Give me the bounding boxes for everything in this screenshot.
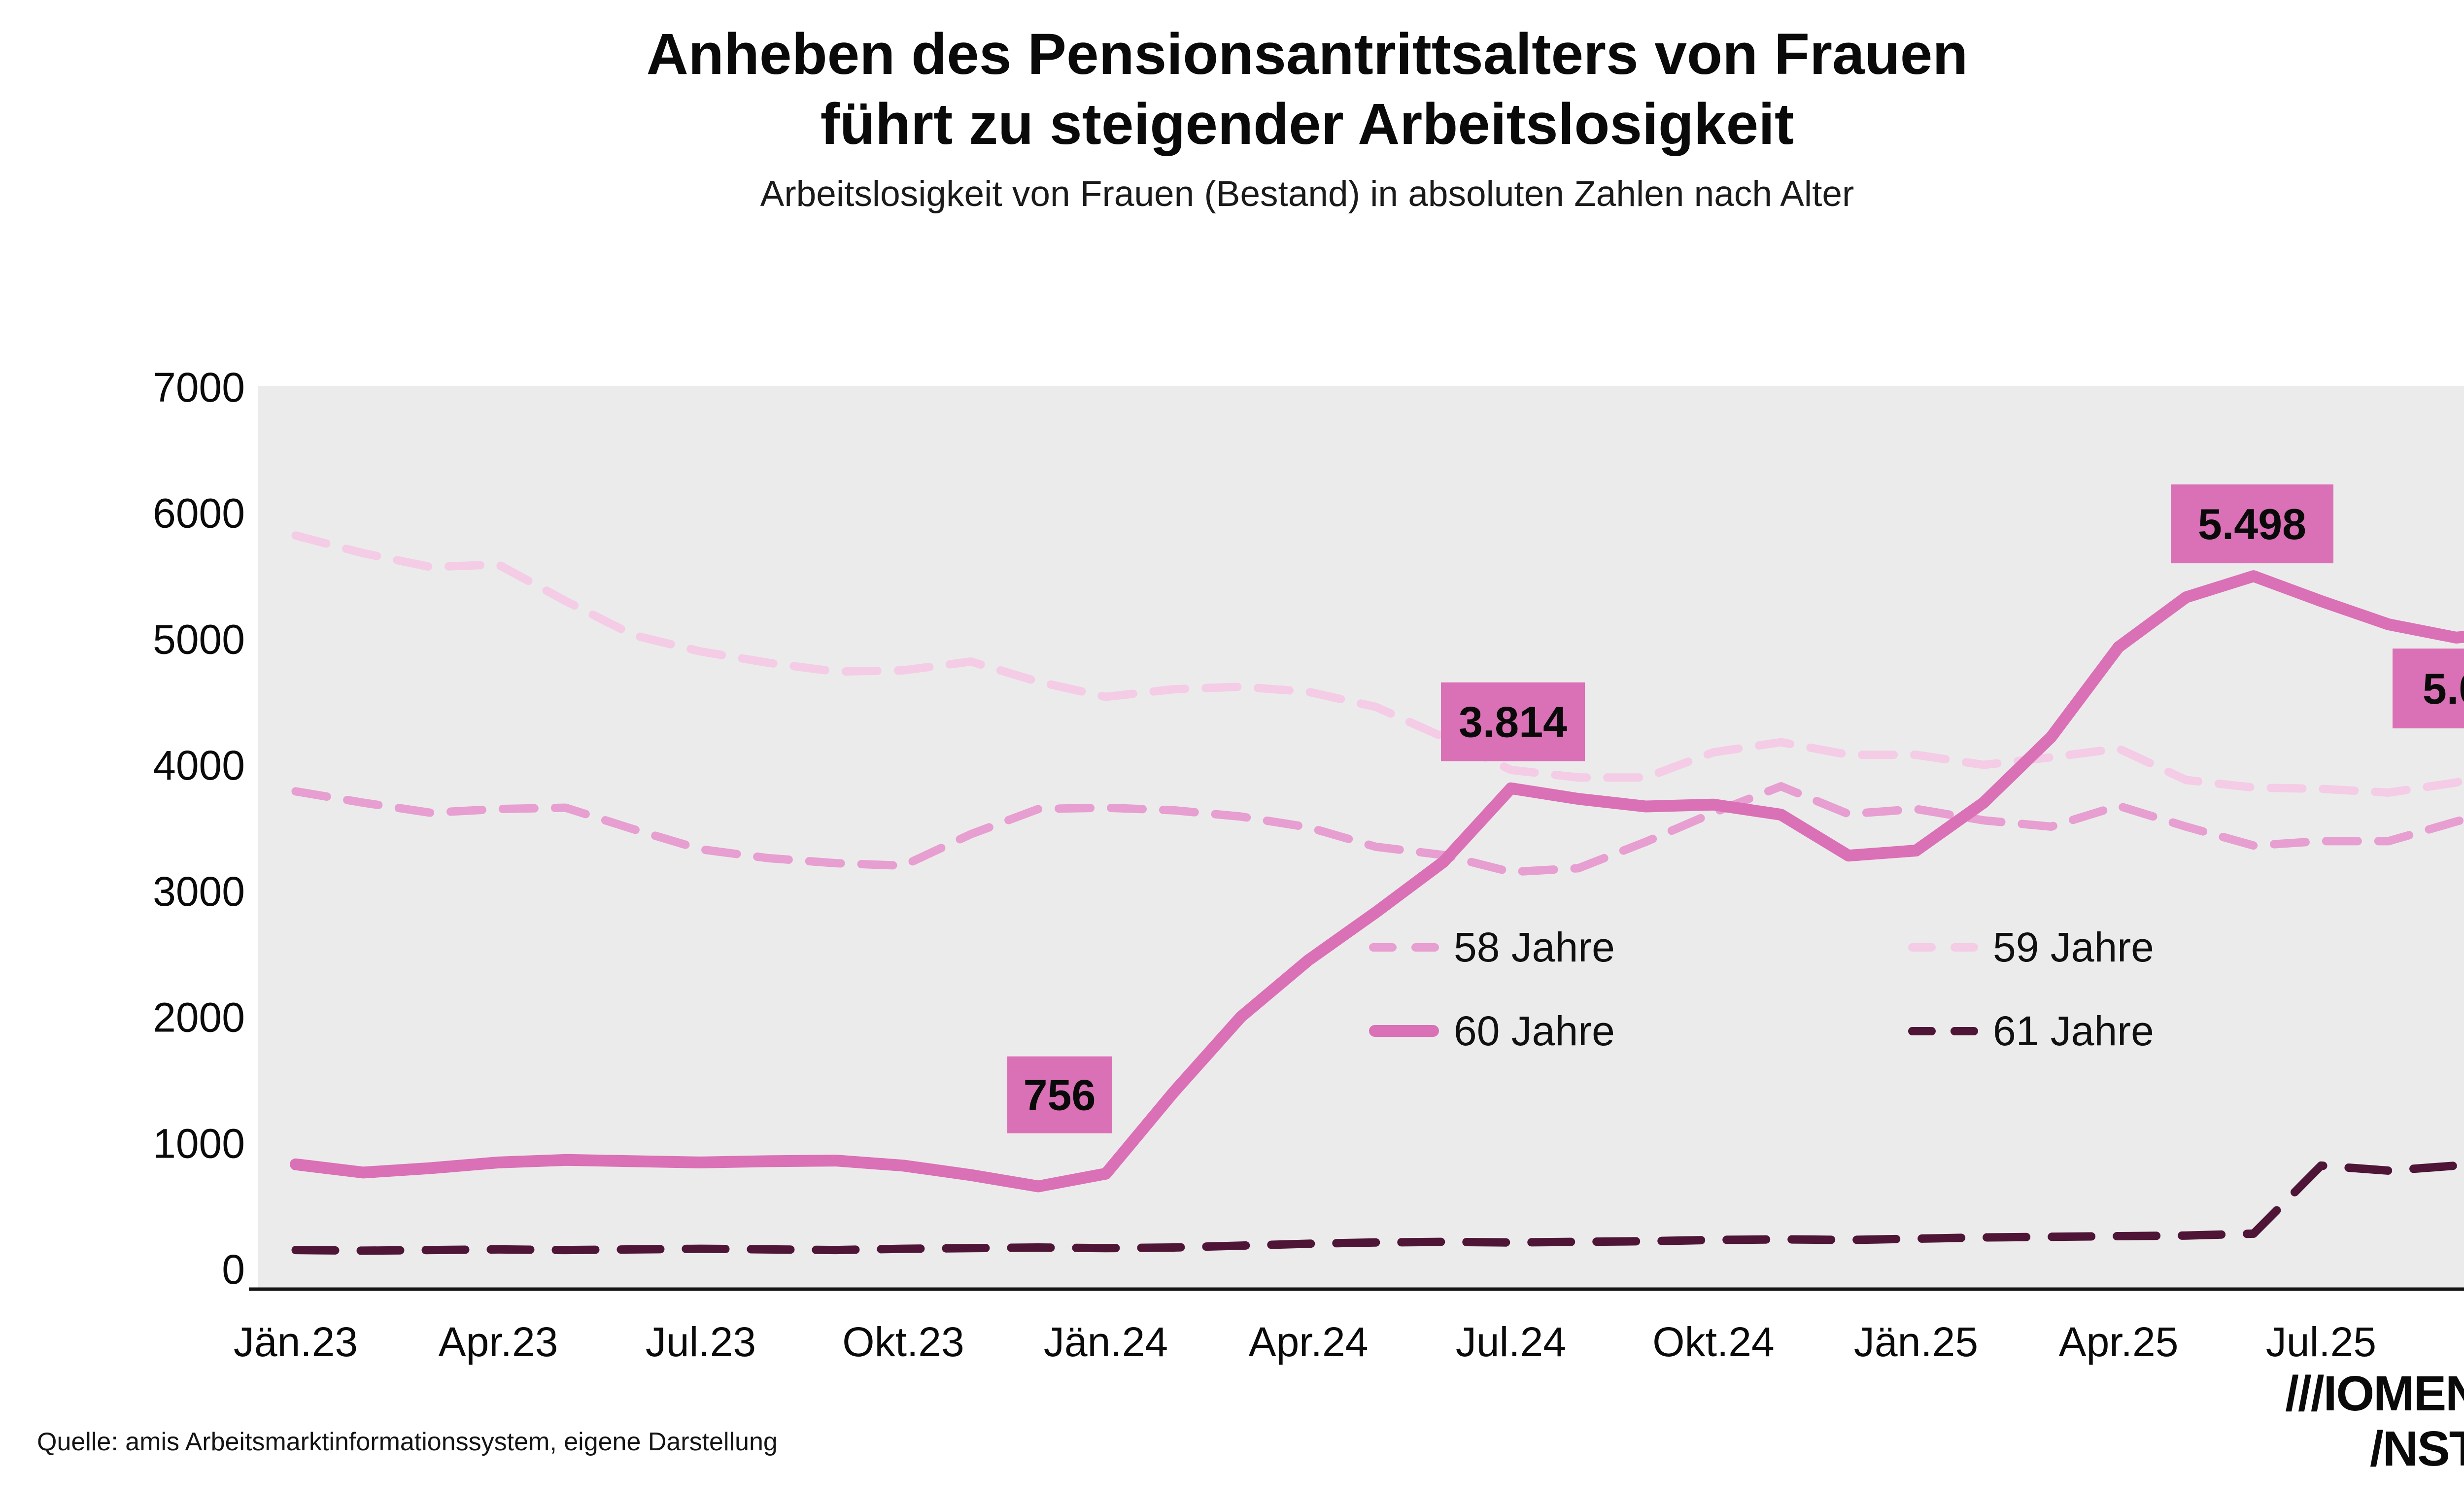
data-label-value-5.060: 5.060: [2423, 664, 2464, 713]
series-line-60-jahre: [290, 570, 2464, 1193]
y-axis-tick-label: 6000: [153, 490, 245, 537]
y-axis-tick-label: 4000: [153, 742, 245, 788]
x-axis-tick-label: Apr.25: [2059, 1319, 2179, 1365]
x-axis-tick-label: Apr.24: [1249, 1319, 1369, 1365]
x-axis-tick-label: Jän.24: [1044, 1319, 1168, 1365]
data-label-box-3.814: [1441, 682, 1585, 761]
chart-subtitle: Arbeitslosigkeit von Frauen (Bestand) in…: [760, 174, 1854, 214]
data-label-value-5.498: 5.498: [2198, 500, 2306, 548]
x-axis-tick-label: Jän.23: [234, 1319, 358, 1365]
legend-item-61-jahre: 61 Jahre: [1908, 1001, 2154, 1060]
legend-label-59-jahre: 59 Jahre: [1993, 923, 2154, 970]
y-axis-tick-label: 7000: [153, 364, 245, 410]
series-line-61-jahre: [291, 1161, 2464, 1255]
legend-swatch-60-jahre-solid-line-icon: [1369, 1025, 1439, 1037]
series-line-59-jahre: [291, 531, 2464, 797]
x-axis-tick-label: Jul.24: [1456, 1319, 1566, 1365]
legend-label-60-jahre: 60 Jahre: [1454, 1007, 1615, 1054]
x-axis-tick-label: Jul.23: [646, 1319, 756, 1365]
momentum-institut-logo: ///IOMENTUM /NSTITUT: [2285, 1366, 2464, 1476]
legend-item-60-jahre: 60 Jahre: [1369, 1001, 1615, 1060]
x-axis-tick-label: Okt.23: [842, 1319, 964, 1365]
data-label-value-756: 756: [1024, 1071, 1096, 1120]
y-axis-tick-label: 0: [222, 1246, 245, 1293]
logo-line-institut: /NSTITUT: [2370, 1421, 2464, 1476]
chart-title: Anheben des Pensionsantrittsalters von F…: [0, 20, 2464, 159]
legend-item-59-jahre: 59 Jahre: [1908, 918, 2154, 977]
legend-label-61-jahre: 61 Jahre: [1993, 1007, 2154, 1054]
legend-label-58-jahre: 58 Jahre: [1454, 923, 1615, 970]
data-label-box-756: [1007, 1056, 1112, 1133]
x-axis-tick-label: Okt.24: [1652, 1319, 1774, 1365]
x-axis-tick-label: Apr.23: [439, 1319, 558, 1365]
y-axis-tick-label: 2000: [153, 994, 245, 1041]
data-label-box-5.498: [2171, 484, 2333, 564]
y-axis-tick-label: 3000: [153, 868, 245, 915]
chart-title-line1: Anheben des Pensionsantrittsalters von F…: [646, 22, 1968, 87]
data-label-value-3.814: 3.814: [1459, 698, 1567, 747]
legend-swatch-59-jahre-dashed-line-icon: [1908, 943, 1978, 952]
legend-swatch-58-jahre-dashed-line-icon: [1369, 943, 1439, 952]
plot-area: [258, 386, 2464, 1289]
logo-line-momentum: ///IOMENTUM: [2285, 1366, 2464, 1421]
legend-swatch-61-jahre-dashed-line-icon: [1908, 1026, 1978, 1035]
x-axis-tick-label: Jän.25: [1854, 1319, 1978, 1365]
series-line-58-jahre: [291, 782, 2464, 876]
y-axis-tick-label: 1000: [153, 1120, 245, 1166]
y-axis-tick-label: 5000: [153, 616, 245, 662]
source-note: Quelle: amis Arbeitsmarktinformationssys…: [37, 1428, 778, 1456]
x-axis-tick-label: Okt.25: [2463, 1319, 2464, 1365]
data-label-box-5.060: [2393, 649, 2464, 729]
chart-title-line2: führt zu steigender Arbeitslosigkeit: [820, 91, 1794, 157]
legend-item-58-jahre: 58 Jahre: [1369, 918, 1615, 977]
x-axis-tick-label: Jul.25: [2266, 1319, 2376, 1365]
